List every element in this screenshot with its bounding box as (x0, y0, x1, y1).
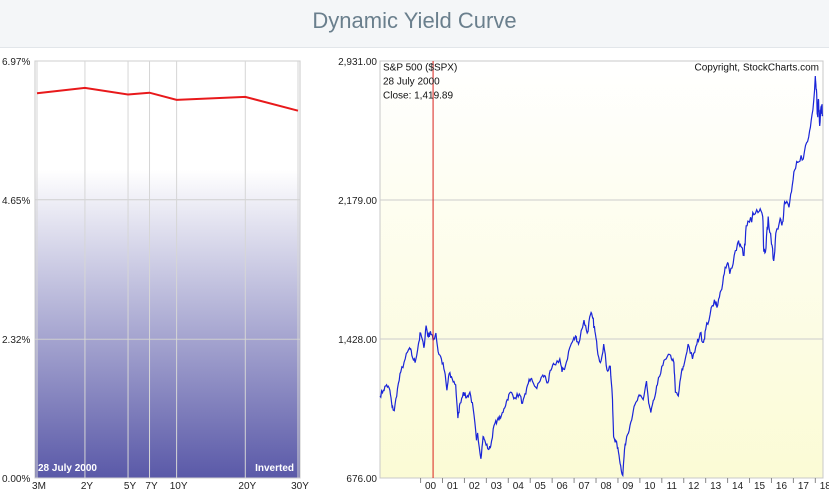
yield-xtick-label: 20Y (238, 481, 256, 490)
sp500-xtick-label: 15 (754, 481, 766, 490)
sp500-ytick-label: 2,931.00 (338, 57, 377, 68)
sp500-ytick-label: 676.00 (346, 474, 377, 485)
sp500-xtick-label: 02 (469, 481, 481, 490)
sp500-xtick-label: 10 (644, 481, 656, 490)
sp500-xtick-label: 18 (820, 481, 829, 490)
yield-xtick-label: 7Y (145, 481, 158, 490)
sp500-xtick-label: 12 (688, 481, 700, 490)
yield-xtick-label: 2Y (81, 481, 94, 490)
yield-plot-fill (35, 170, 300, 478)
copyright-label: Copyright, StockCharts.com (695, 62, 820, 73)
sp500-xtick-label: 09 (622, 481, 634, 490)
sp500-chart-title: S&P 500 ($SPX) (383, 62, 457, 73)
yield-xtick-label: 10Y (170, 481, 188, 490)
sp500-xtick-label: 01 (447, 481, 459, 490)
sp500-xtick-label: 03 (491, 481, 503, 490)
yield-ytick-label: 6.97% (2, 57, 30, 68)
yield-status-label: Inverted (255, 463, 294, 474)
yield-ytick-label: 4.65% (2, 196, 30, 207)
page-title: Dynamic Yield Curve (0, 0, 829, 48)
yield-curve-line (36, 86, 299, 112)
sp500-xtick-label: 05 (535, 481, 547, 490)
sp500-ytick-label: 2,179.00 (338, 196, 377, 207)
yield-xtick-label: 3M (32, 481, 46, 490)
sp500-ytick-label: 1,428.00 (338, 335, 377, 346)
sp500-xtick-label: 08 (600, 481, 612, 490)
marker-close-label: Close: 1,419.89 (383, 90, 453, 101)
sp500-xtick-label: 00 (425, 481, 437, 490)
yield-ytick-label: 0.00% (2, 474, 30, 485)
yield-curve-chart: 6.97% 4.65% 2.32% 0.00% 3M 2Y 5Y 7Y 10Y 20Y 30Y 2… (2, 57, 309, 490)
sp500-xtick-label: 16 (776, 481, 788, 490)
sp500-plot-area (379, 60, 824, 479)
yield-xtick-label: 30Y (291, 481, 309, 490)
sp500-xtick-label: 13 (710, 481, 722, 490)
sp500-xtick-label: 06 (557, 481, 569, 490)
sp500-price-line (379, 75, 824, 478)
yield-ytick-label: 2.32% (2, 335, 30, 346)
sp500-xtick-label: 14 (732, 481, 744, 490)
sp500-xtick-label: 04 (513, 481, 525, 490)
yield-xtick-label: 5Y (124, 481, 137, 490)
sp500-xtick-label: 07 (579, 481, 591, 490)
sp500-xtick-label: 11 (667, 481, 678, 490)
marker-date-label: 28 July 2000 (383, 76, 440, 87)
sp500-xtick-label: 17 (798, 481, 810, 490)
yield-date-label: 28 July 2000 (38, 463, 97, 474)
